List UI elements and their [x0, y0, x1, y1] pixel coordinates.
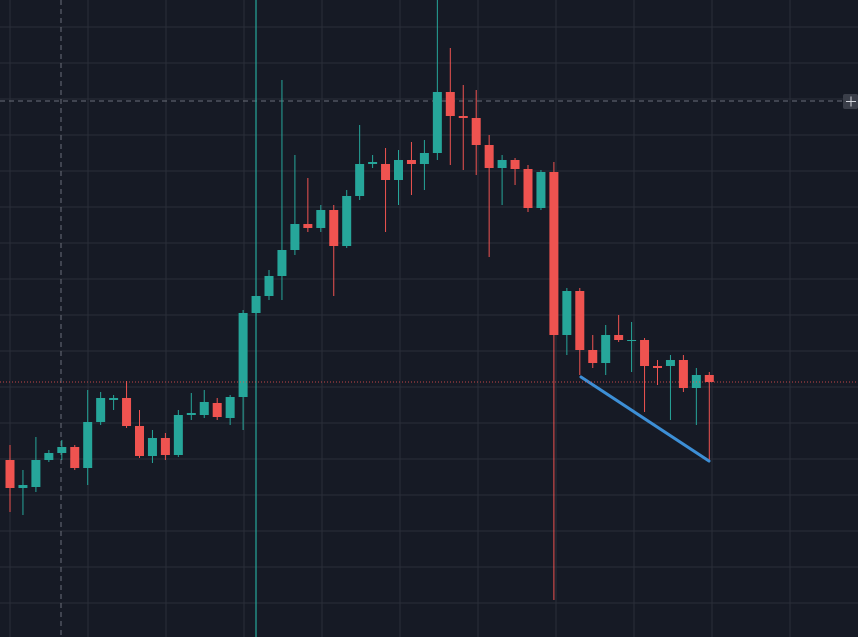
candle-body — [627, 340, 637, 341]
candle-body — [653, 366, 662, 368]
candle-body — [173, 415, 183, 455]
candle-body — [18, 485, 28, 488]
candle-body — [238, 313, 248, 397]
candle-body — [83, 422, 93, 468]
candle-body — [704, 375, 714, 382]
candle-body — [5, 460, 15, 488]
candle-body — [394, 160, 403, 180]
candle-body — [70, 447, 80, 468]
candle-body — [575, 291, 585, 350]
candle-body — [316, 210, 326, 228]
candle-body — [523, 169, 533, 208]
candle-body — [665, 360, 675, 366]
candle-body — [96, 398, 106, 422]
candle-body — [31, 460, 41, 487]
candle-body — [44, 453, 54, 460]
candle-body — [445, 92, 455, 116]
candle-body — [122, 398, 132, 426]
candle-body — [212, 403, 222, 417]
candle-body — [497, 160, 507, 168]
candle-body — [406, 160, 416, 164]
candle-body — [588, 350, 598, 363]
candle-body — [303, 224, 313, 228]
candle-body — [368, 162, 378, 164]
candle-body — [355, 164, 365, 196]
candles — [5, 0, 714, 600]
crosshair-add-button[interactable] — [843, 94, 858, 109]
candle-body — [640, 340, 650, 366]
candle-body — [432, 92, 442, 153]
candle-body — [225, 397, 235, 418]
candle-body — [186, 413, 196, 415]
candle-body — [147, 438, 157, 456]
candle-body — [290, 224, 300, 250]
candle-body — [57, 447, 67, 453]
candle-body — [264, 276, 274, 296]
candle-body — [135, 426, 144, 456]
candle-body — [342, 196, 352, 246]
candle-body — [614, 335, 624, 340]
candle-body — [381, 164, 391, 180]
candle-body — [549, 172, 559, 335]
candle-body — [160, 438, 170, 455]
candle-body — [484, 145, 494, 168]
trend-line[interactable] — [579, 375, 711, 463]
candle-body — [562, 291, 572, 335]
candle-body — [678, 360, 688, 388]
candle-body — [251, 296, 261, 313]
candle-body — [419, 153, 429, 164]
candle-body — [510, 160, 520, 169]
candle-body — [536, 172, 546, 208]
candle-body — [109, 398, 119, 400]
candle-body — [329, 210, 339, 246]
candle-body — [601, 335, 611, 363]
candle-body — [471, 118, 481, 145]
candle-body — [199, 402, 209, 415]
candle-body — [277, 250, 287, 276]
candle-body — [458, 116, 468, 118]
